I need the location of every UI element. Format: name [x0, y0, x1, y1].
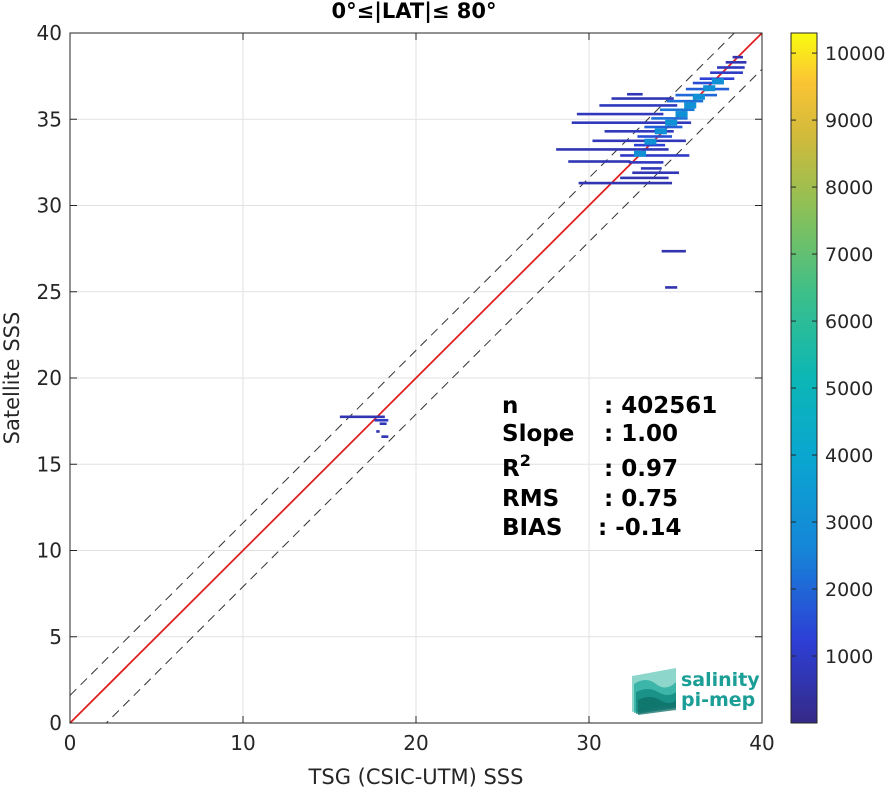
x-tick-label: 10 — [230, 731, 255, 755]
density-cell — [644, 125, 683, 129]
salinity-pi-mep-logo: salinity pi-mep — [632, 668, 760, 715]
density-core-cell — [684, 102, 697, 109]
logo-line-1: salinity — [681, 669, 760, 691]
colorbar-tick-label: 7000 — [825, 244, 873, 266]
density-cells — [339, 55, 747, 438]
density-core-cell — [692, 93, 705, 100]
logo-mark-icon — [632, 668, 676, 715]
colorbar-tick-label: 2000 — [825, 579, 873, 601]
stat-name: n — [502, 393, 518, 419]
y-tick-label: 10 — [37, 539, 62, 563]
density-cell — [661, 249, 686, 253]
stat-value: : 1.00 — [604, 421, 678, 447]
density-core-cell — [654, 128, 667, 135]
stat-value: : -0.14 — [598, 515, 682, 541]
x-tick-label: 0 — [64, 731, 77, 755]
y-tick-label: 40 — [37, 21, 62, 45]
density-cell — [717, 66, 745, 69]
y-axis-title: Satellite SSS — [0, 312, 24, 445]
y-tick-label: 0 — [49, 711, 62, 735]
density-cell — [599, 104, 678, 107]
y-tick-label: 15 — [37, 452, 62, 476]
y-tick-label: 30 — [37, 194, 62, 218]
density-cell — [732, 55, 743, 59]
density-core-cell — [665, 119, 678, 126]
density-cell — [611, 97, 674, 100]
density-cell — [627, 92, 643, 96]
density-cell — [640, 167, 662, 170]
density-cell — [633, 143, 666, 147]
colorbar-frame — [790, 32, 818, 724]
density-cell — [659, 108, 695, 112]
axis-tick-labels: 0 10 20 30 40 0 5 10 15 20 25 30 35 40 — [37, 21, 775, 755]
one-to-one-line — [70, 33, 762, 723]
colorbar-gradient — [791, 33, 817, 723]
x-axis-title: TSG (CSIC-UTM) SSS — [308, 765, 524, 789]
y-tick-label: 5 — [49, 625, 62, 649]
colorbar-tick-label: 3000 — [825, 512, 873, 534]
density-cell — [651, 117, 688, 120]
density-cell — [576, 112, 664, 116]
density-cell — [665, 286, 678, 289]
logo-line-2: pi-mep — [681, 689, 755, 711]
density-cell — [710, 71, 743, 74]
y-tick-label: 20 — [37, 366, 62, 390]
density-cell — [725, 61, 747, 64]
stat-value: : 402561 — [604, 393, 717, 419]
colorbar-ticks: 1000 2000 3000 4000 5000 6000 7000 8000 9000 1000… — [791, 43, 885, 668]
density-cell — [620, 176, 669, 180]
density-cell — [556, 148, 669, 151]
density-core-cell — [633, 150, 647, 157]
density-cell — [374, 418, 389, 422]
density-cell — [692, 81, 724, 85]
density-cell — [632, 171, 679, 175]
density-cell — [381, 435, 389, 438]
colorbar-tick-label: 9000 — [825, 110, 873, 132]
density-core-cell — [703, 85, 716, 92]
axis-ticks — [69, 32, 763, 724]
density-cell — [379, 422, 387, 426]
density-cell — [376, 430, 380, 433]
stat-value: : 0.75 — [604, 486, 678, 512]
density-cell — [637, 135, 673, 138]
y-tick-label: 35 — [37, 107, 62, 131]
density-cell — [568, 160, 631, 163]
density-cell — [339, 415, 385, 419]
colorbar: 1000 2000 3000 4000 5000 6000 7000 8000 9000 1000… — [790, 32, 885, 724]
stat-name: Slope — [502, 421, 574, 447]
x-tick-label: 20 — [403, 731, 428, 755]
density-cell — [666, 99, 704, 103]
density-cell — [628, 161, 664, 164]
x-tick-label: 40 — [749, 731, 774, 755]
y-tick-label: 25 — [37, 280, 62, 304]
stat-name: RMS — [502, 486, 559, 512]
stat-value: : 0.97 — [604, 456, 678, 482]
density-core-cell — [711, 78, 724, 85]
colorbar-tick-label: 4000 — [825, 445, 873, 467]
chart-title: 0°≤|LAT|≤ 80° — [331, 0, 496, 24]
colorbar-tick-label: 8000 — [825, 177, 873, 199]
density-core-cell — [644, 138, 657, 145]
density-cell — [571, 121, 692, 124]
colorbar-tick-label: 5000 — [825, 378, 873, 400]
density-cell — [620, 154, 690, 157]
stat-name: BIAS — [502, 515, 562, 541]
density-cell — [604, 130, 674, 133]
colorbar-tick-label: 10000 — [825, 43, 885, 65]
x-tick-label: 30 — [576, 731, 601, 755]
offset-upper-line — [70, 33, 736, 696]
density-cell — [578, 181, 673, 185]
colorbar-tick-label: 6000 — [825, 311, 873, 333]
density-core-cell — [675, 111, 688, 118]
colorbar-tick-label: 1000 — [825, 646, 873, 668]
density-cell — [592, 139, 686, 143]
